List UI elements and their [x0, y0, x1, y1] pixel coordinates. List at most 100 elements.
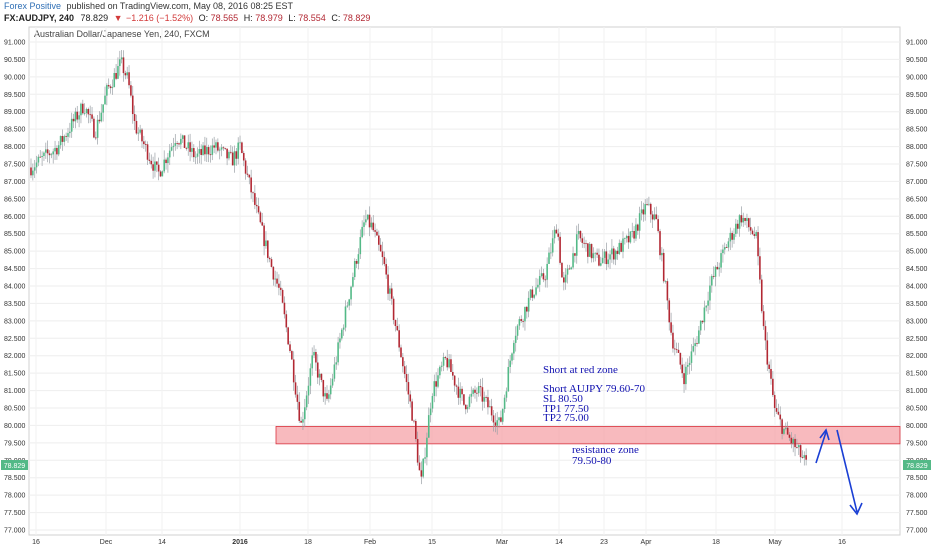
candle: [291, 349, 293, 360]
candle: [394, 319, 397, 332]
candle: [629, 231, 632, 244]
candle-body: [54, 147, 56, 152]
candle-body: [520, 319, 523, 321]
candle-body: [485, 397, 487, 398]
candle-body: [257, 206, 260, 213]
candle-body: [762, 311, 765, 327]
left-tick-label: 79.500: [4, 440, 26, 447]
candle-body: [629, 231, 632, 243]
candle-body: [398, 330, 400, 348]
candle-body: [675, 349, 678, 351]
time-tick-label: Feb: [364, 539, 376, 546]
candle: [514, 326, 517, 352]
candle: [570, 266, 572, 270]
candle-body: [581, 238, 584, 243]
candle-body: [624, 238, 626, 239]
candle: [448, 353, 450, 369]
candle-body: [170, 147, 173, 151]
candle: [218, 147, 221, 160]
right-tick-label: 81.000: [906, 388, 928, 395]
candle: [390, 282, 393, 305]
candle-body: [85, 109, 88, 114]
candle: [701, 320, 704, 325]
candle: [575, 225, 578, 264]
candle: [161, 170, 164, 177]
down-arrow-shaft: [836, 429, 858, 513]
left-tick-label: 86.500: [4, 196, 26, 203]
author-name[interactable]: Forex Positive: [4, 1, 61, 11]
left-tick-label: 91.000: [4, 40, 26, 47]
candle-body: [612, 248, 615, 260]
candle: [705, 305, 708, 312]
candle-body: [39, 156, 42, 158]
candle-body: [746, 218, 748, 221]
candle: [211, 138, 214, 161]
candle: [559, 231, 561, 265]
candle-body: [415, 420, 417, 440]
candle-body: [385, 264, 387, 275]
candle-body: [753, 234, 756, 236]
candle: [215, 139, 217, 155]
candle-body: [241, 142, 243, 153]
candle-body: [156, 161, 158, 165]
candle: [415, 418, 417, 442]
candle-body: [760, 279, 763, 312]
candle: [535, 277, 537, 297]
candle-body: [226, 148, 228, 159]
candle: [146, 141, 149, 166]
candle-body: [479, 386, 482, 388]
candle-body: [548, 252, 550, 264]
candle: [313, 345, 315, 359]
candle: [463, 394, 465, 406]
left-tick-label: 87.500: [4, 162, 26, 169]
candle: [433, 374, 436, 403]
candle: [285, 310, 288, 333]
candle: [403, 360, 406, 379]
right-tick-label: 83.500: [906, 301, 928, 308]
candle: [361, 220, 363, 239]
time-tick-label: 15: [428, 539, 436, 546]
candle: [662, 248, 665, 284]
low-value: 78.554: [298, 13, 326, 23]
candle-body: [376, 231, 378, 236]
time-tick-label: May: [768, 539, 782, 546]
candle: [353, 258, 356, 281]
candle-body: [489, 406, 491, 408]
candle-body: [686, 365, 689, 367]
candle: [392, 296, 395, 325]
candle-body: [322, 380, 325, 397]
candle-body: [33, 167, 36, 171]
candle: [563, 271, 565, 291]
resistance-zone-rect: [275, 426, 901, 445]
candle: [242, 150, 245, 167]
candle: [649, 202, 652, 223]
candle-body: [592, 253, 595, 259]
candle-body: [783, 428, 785, 434]
candle: [185, 147, 188, 151]
candle: [790, 432, 793, 449]
candle-body: [285, 314, 288, 328]
candle-body: [709, 285, 711, 301]
candle-body: [555, 229, 558, 234]
candle-body: [120, 57, 123, 60]
candle: [65, 132, 67, 141]
candle: [422, 458, 424, 479]
candle-body: [87, 109, 90, 115]
candle-body: [653, 214, 656, 220]
candle-body: [648, 203, 650, 205]
right-tick-label: 79.500: [906, 440, 928, 447]
candle-body: [563, 277, 565, 283]
candle-body: [194, 156, 197, 158]
candle-body: [248, 174, 251, 178]
trade-line-2: SL 80.50: [543, 393, 583, 405]
candle: [209, 145, 212, 163]
candle-body: [281, 289, 284, 303]
candle: [292, 351, 295, 391]
symbol-label: FX:AUDJPY, 240: [4, 13, 74, 23]
candle-body: [685, 366, 687, 385]
candle-body: [211, 145, 214, 155]
candle: [607, 253, 609, 268]
candle-body: [727, 241, 730, 248]
candle-body: [366, 214, 369, 220]
